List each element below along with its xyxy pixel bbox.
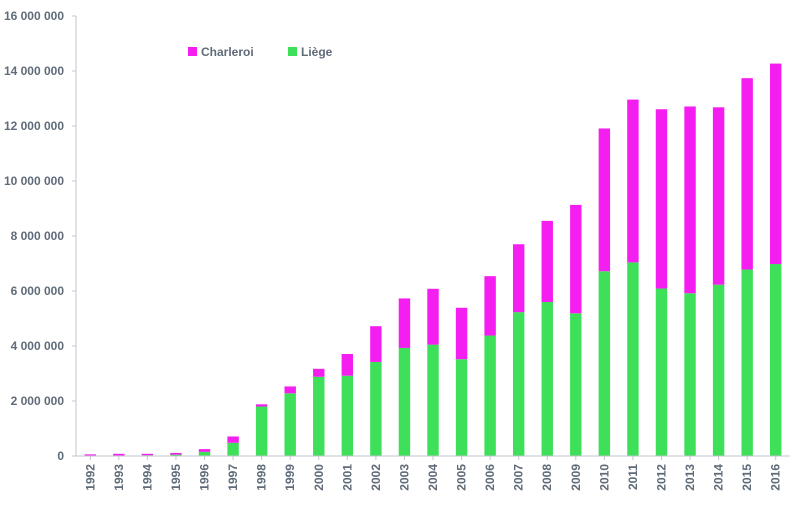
- y-tick-label: 0: [57, 449, 64, 463]
- bar-charleroi-2016: [770, 63, 782, 265]
- x-tick-label: 2005: [455, 464, 469, 491]
- bar-charleroi-1993: [113, 453, 125, 456]
- x-tick-label: 2002: [369, 464, 383, 491]
- y-axis: 0 2 000 000 4 000 000 6 000 000 8 000 000 10 …: [4, 9, 77, 463]
- bar-liege-2007: [512, 312, 525, 456]
- bar-charleroi-2002: [370, 326, 382, 362]
- bar-liege-2008: [541, 302, 553, 456]
- x-tick-label: 1993: [112, 464, 126, 491]
- bar-liege-2012: [655, 288, 668, 456]
- bar-liege-1995: [170, 454, 182, 456]
- legend-swatch-liege: [288, 47, 297, 56]
- x-tick-label: 1995: [169, 464, 183, 491]
- bar-liege-2009: [570, 313, 582, 456]
- bar-charleroi-2007: [512, 244, 525, 313]
- x-tick-label: 2013: [683, 464, 697, 491]
- x-tick-label: 2000: [312, 464, 326, 491]
- bar-charleroi-2012: [655, 109, 668, 289]
- y-tick-label: 8 000 000: [11, 229, 65, 243]
- x-tick-label: 1997: [226, 464, 240, 491]
- bar-liege-2013: [684, 293, 696, 456]
- x-tick-label: 2016: [769, 464, 783, 491]
- bar-charleroi-2004: [427, 288, 439, 345]
- x-tick-label: 2009: [569, 464, 583, 491]
- bar-liege-1996: [198, 451, 211, 456]
- bar-liege-2002: [370, 361, 382, 456]
- bar-charleroi-2001: [341, 353, 354, 376]
- bars: [84, 63, 782, 456]
- bar-charleroi-1992: [84, 454, 96, 456]
- y-tick-label: 14 000 000: [4, 64, 64, 78]
- bar-charleroi-2008: [541, 220, 553, 302]
- y-tick-label: 12 000 000: [4, 119, 64, 133]
- bar-liege-2000: [313, 376, 325, 456]
- bar-liege-1998: [255, 406, 268, 456]
- y-tick-label: 10 000 000: [4, 174, 64, 188]
- x-tick-label: 2010: [597, 464, 611, 491]
- x-tick-label: 2007: [512, 464, 526, 491]
- legend: Charleroi Liège: [188, 45, 333, 59]
- bar-liege-2005: [455, 359, 468, 456]
- bar-liege-2006: [484, 335, 496, 456]
- bar-liege-2003: [398, 347, 411, 456]
- y-tick-label: 16 000 000: [4, 9, 64, 23]
- bar-charleroi-1997: [227, 436, 239, 443]
- bar-charleroi-2009: [570, 204, 582, 314]
- x-tick-label: 2006: [483, 464, 497, 491]
- y-tick-label: 6 000 000: [11, 284, 65, 298]
- bar-charleroi-1998: [255, 404, 268, 407]
- bar-liege-1999: [284, 393, 296, 456]
- bar-liege-2011: [627, 262, 639, 456]
- x-tick-label: 1999: [283, 464, 297, 491]
- x-tick-label: 2011: [626, 464, 640, 490]
- x-tick-label: 2001: [340, 464, 354, 491]
- x-tick-label: 2015: [740, 464, 754, 491]
- x-tick-label: 2004: [426, 464, 440, 491]
- legend-label-liege: Liège: [301, 45, 333, 59]
- bar-charleroi-2010: [598, 128, 611, 272]
- x-tick-label: 1998: [255, 464, 269, 491]
- legend-label-charleroi: Charleroi: [201, 45, 254, 59]
- bar-charleroi-2000: [313, 368, 325, 377]
- bar-liege-2014: [712, 284, 725, 456]
- bar-charleroi-2013: [684, 106, 696, 294]
- x-tick-label: 1992: [83, 464, 97, 491]
- bar-charleroi-2011: [627, 99, 639, 263]
- bar-charleroi-1994: [141, 453, 154, 456]
- legend-swatch-charleroi: [188, 47, 197, 56]
- x-tick-label: 2012: [654, 464, 668, 491]
- x-axis: 1992 1993 1994 1995 1996 1997 1998 1999 2000 2001…: [76, 455, 790, 491]
- x-tick-label: 1996: [198, 464, 212, 491]
- bar-liege-1997: [227, 442, 239, 456]
- bar-charleroi-2003: [398, 298, 411, 348]
- bar-charleroi-1995: [170, 452, 182, 455]
- bar-charleroi-2014: [712, 107, 725, 285]
- bar-charleroi-2015: [741, 78, 753, 270]
- bar-liege-2004: [427, 344, 439, 456]
- bar-charleroi-1996: [198, 449, 211, 452]
- x-tick-label: 1994: [140, 464, 154, 491]
- x-tick-label: 2008: [540, 464, 554, 491]
- x-tick-label: 2014: [712, 464, 726, 491]
- bar-charleroi-2005: [455, 307, 468, 360]
- bar-charleroi-1999: [284, 386, 296, 394]
- bar-liege-2015: [741, 269, 753, 456]
- bar-liege-2010: [598, 271, 611, 456]
- x-tick-label: 2003: [397, 464, 411, 491]
- bar-charleroi-2006: [484, 276, 496, 336]
- bar-liege-2001: [341, 375, 354, 456]
- y-tick-label: 2 000 000: [11, 394, 65, 408]
- y-tick-label: 4 000 000: [11, 339, 65, 353]
- bar-liege-2016: [770, 264, 782, 456]
